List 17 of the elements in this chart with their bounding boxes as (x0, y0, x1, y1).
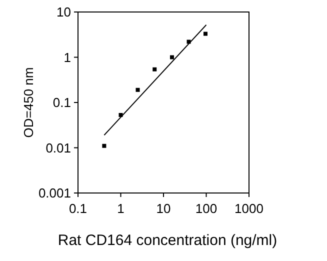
y-tick-label: 1 (64, 50, 71, 65)
point (152, 67, 157, 72)
y-axis-title: OD=450 nm (21, 67, 36, 138)
point (170, 55, 174, 60)
x-tick-label: 100 (195, 201, 218, 216)
point (203, 32, 208, 36)
point (102, 144, 106, 148)
x-tick-label: 1 (117, 201, 124, 216)
x-axis-title: Rat CD164 concentration (ng/ml) (58, 232, 278, 249)
x-tick-label: 1000 (234, 201, 264, 216)
x-tick-label: 0.1 (68, 201, 88, 216)
y-tick-label: 0.001 (38, 186, 71, 200)
y-tick-label: 10 (56, 4, 71, 20)
x-tick-label: 10 (156, 201, 171, 216)
point (136, 88, 140, 92)
y-tick-label: 0.01 (46, 140, 71, 156)
y-tick-label: 0.1 (52, 95, 71, 110)
